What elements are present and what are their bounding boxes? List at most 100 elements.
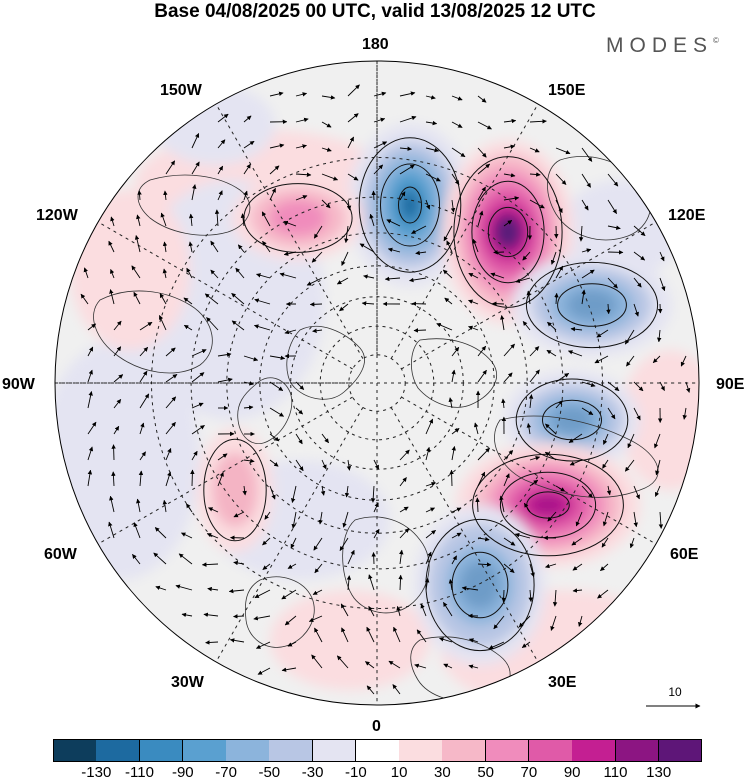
wind-vector: [425, 199, 431, 210]
wind-vector: [111, 471, 116, 487]
streamline-high-greenland-sea: [203, 438, 267, 542]
wind-vector: [461, 586, 479, 591]
wind-vector: [529, 369, 540, 383]
wind-vector: [255, 641, 271, 649]
colorbar-tick-label: 50: [477, 764, 495, 781]
wind-vector: [87, 446, 94, 461]
wind-vector: [425, 418, 434, 435]
wind-vector: [451, 173, 460, 185]
wind-vector: [269, 143, 285, 149]
wind-vector: [451, 147, 466, 158]
wind-vector: [399, 528, 410, 539]
wind-vector: [424, 577, 430, 591]
lon-label-60w: 60W: [44, 546, 77, 563]
wind-vector: [339, 537, 349, 551]
wind-vector: [231, 320, 245, 331]
wind-vector: [682, 407, 687, 420]
wind-vector: [473, 422, 479, 435]
wind-vector: [477, 447, 490, 461]
wind-vector: [233, 511, 245, 518]
wind-vector: [633, 251, 646, 261]
wind-vector: [425, 551, 432, 565]
wind-vector: [181, 612, 193, 618]
wind-vector: [680, 355, 687, 367]
wind-vector: [633, 277, 642, 288]
graticule: [55, 61, 699, 705]
wind-vector: [624, 329, 635, 345]
wind-vector: [633, 303, 639, 317]
wind-vector: [287, 563, 297, 569]
wind-vector: [572, 563, 583, 571]
wind-vector: [165, 421, 176, 435]
wind-vector: [448, 397, 453, 409]
wind-vector: [449, 469, 454, 487]
wind-vector: [477, 121, 492, 130]
wind-vector: [416, 629, 427, 643]
wind-vector: [113, 399, 122, 409]
colorbar-swatch: [399, 739, 443, 762]
wind-vector: [347, 173, 359, 181]
wind-vector: [526, 290, 531, 305]
wind-vector: [547, 511, 557, 522]
wind-vector: [398, 574, 403, 591]
wind-vector: [269, 381, 284, 391]
copyright-mark: ©: [713, 36, 719, 45]
wind-vector: [312, 328, 323, 333]
colorbar-tick-label: 90: [563, 764, 581, 781]
wind-vector: [311, 251, 323, 263]
anomaly-patch: [270, 590, 430, 690]
wind-vector: [113, 320, 122, 331]
colorbar-tick-label: 30: [434, 764, 451, 781]
wind-vector: [131, 265, 141, 279]
colorbar-swatch: [658, 739, 703, 762]
wind-vector: [295, 92, 308, 97]
wind-vector: [633, 511, 638, 528]
wind-vector: [191, 402, 204, 409]
wind-vector: [420, 603, 427, 617]
wind-vector: [399, 164, 415, 175]
wind-vector: [493, 250, 505, 255]
wind-vector: [492, 301, 505, 306]
wind-vector: [321, 199, 331, 209]
wind-vectors: [80, 84, 691, 695]
wind-vector: [283, 251, 297, 256]
streamline-high-east-siberia: [487, 206, 529, 258]
wind-vector: [501, 589, 506, 603]
wind-vector: [529, 479, 539, 487]
wind-vector: [113, 374, 124, 383]
wind-vector: [521, 641, 531, 648]
wind-vector: [214, 209, 220, 227]
wind-vector: [373, 459, 380, 470]
wind-vector: [596, 329, 609, 338]
wind-vector: [109, 268, 115, 279]
streamline-low-east-siberian-sea: [380, 163, 440, 247]
wind-vector: [269, 433, 280, 442]
wind-vector: [413, 328, 427, 333]
wind-vector: [503, 343, 515, 357]
wind-vector: [359, 243, 375, 253]
map-disk: [55, 61, 699, 705]
wind-vector: [581, 381, 596, 388]
wind-vector: [133, 291, 141, 305]
wind-vector: [346, 459, 352, 471]
wind-vector: [529, 346, 540, 357]
anomaly-core-high-alaska: [269, 200, 327, 236]
wind-vector: [201, 562, 219, 567]
colorbar-tick-label: -10: [345, 764, 367, 781]
wind-vector: [366, 626, 375, 643]
wind-vector: [607, 381, 620, 392]
wind-vector: [253, 615, 271, 621]
wind-vector: [399, 146, 412, 152]
wind-vector: [269, 407, 284, 417]
wind-vector: [451, 369, 456, 383]
wind-vector: [346, 199, 352, 211]
wind-vector: [450, 199, 456, 213]
wind-vector: [503, 563, 515, 573]
wind-vector: [233, 614, 245, 619]
wind-vector: [415, 250, 427, 256]
wind-vector: [191, 450, 198, 461]
wind-vector: [451, 121, 463, 128]
wind-vector: [569, 459, 583, 466]
wind-vector: [243, 140, 255, 149]
wind-vector: [206, 533, 219, 539]
